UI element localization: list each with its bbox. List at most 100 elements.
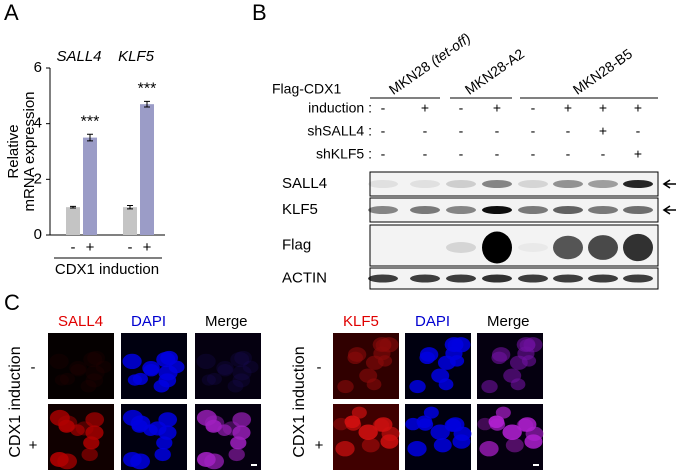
blot-label: Flag	[282, 236, 311, 253]
cell-line: MKN28-B5	[570, 45, 635, 98]
nucleus	[333, 417, 349, 431]
condition-sign: -	[531, 146, 536, 162]
condition-sign: -	[423, 123, 428, 139]
micrograph	[195, 333, 261, 399]
band	[410, 180, 440, 188]
condition-sign: -	[459, 146, 464, 162]
nucleus	[345, 418, 362, 431]
panel-label: B	[252, 0, 267, 25]
nucleus	[372, 337, 392, 353]
nucleus	[505, 438, 524, 453]
nucleus	[479, 441, 499, 457]
group-label: SALL4	[56, 48, 101, 65]
nucleus	[423, 406, 439, 419]
error-bar	[70, 205, 76, 209]
significance: ***	[138, 81, 157, 98]
band	[368, 274, 398, 283]
y-tick-label: 4	[34, 115, 42, 132]
arrow	[662, 179, 676, 189]
micrograph	[48, 333, 114, 399]
band	[368, 180, 398, 188]
band	[482, 180, 512, 188]
y-axis-label: Relative	[5, 124, 22, 178]
arrow	[662, 205, 676, 215]
image-header: DAPI	[415, 313, 450, 330]
blot-label: KLF5	[282, 201, 318, 218]
condition-sign: -	[381, 146, 386, 162]
nucleus	[156, 351, 176, 368]
nucleus	[85, 365, 105, 381]
condition-sign: -	[495, 123, 500, 139]
nucleus	[437, 355, 456, 370]
nucleus	[154, 447, 171, 462]
cell-line-name: MKN28	[386, 57, 434, 97]
cell-line: MKN28-A2	[462, 45, 527, 98]
cell-line-note: (tet-off)	[427, 29, 473, 68]
nucleus	[433, 438, 452, 453]
nucleus	[444, 337, 464, 353]
nucleus	[228, 447, 245, 462]
nucleus	[230, 436, 247, 450]
condition-sign: -	[636, 123, 641, 139]
band	[588, 206, 618, 214]
nucleus	[232, 373, 251, 388]
nucleus	[232, 365, 252, 381]
band	[623, 180, 653, 188]
nucleus	[417, 418, 434, 431]
band	[588, 180, 618, 188]
band	[518, 243, 548, 252]
nucleus	[365, 355, 384, 370]
condition-sign: +	[634, 100, 642, 116]
nucleus	[374, 417, 393, 432]
band	[518, 274, 548, 283]
nucleus	[503, 368, 522, 383]
condition-title: Flag-CDX1	[272, 81, 341, 97]
condition-sign: -	[566, 123, 571, 139]
condition-sign: -	[459, 100, 464, 116]
nucleus	[518, 417, 537, 432]
nucleus	[83, 436, 100, 450]
condition-sign: -	[459, 123, 464, 139]
condition-sign: -	[531, 100, 536, 116]
nucleus	[495, 406, 511, 419]
nucleus	[405, 417, 421, 431]
condition-sign: +	[599, 100, 607, 116]
condition-sign: -	[601, 146, 606, 162]
nucleus	[509, 355, 528, 370]
image-header: SALL4	[58, 313, 103, 330]
nucleus	[204, 453, 224, 470]
cell-line-name: MKN28-A2	[462, 45, 527, 98]
condition-label: shSALL4 :	[307, 123, 372, 139]
band	[623, 206, 653, 214]
band	[410, 206, 440, 214]
nucleus	[446, 417, 465, 432]
bar	[83, 137, 97, 235]
blot-box	[369, 171, 659, 197]
image-header: Merge	[205, 313, 248, 330]
nucleus	[201, 374, 216, 386]
nucleus	[216, 361, 234, 376]
band	[553, 206, 583, 214]
nucleus	[49, 409, 70, 426]
condition-sign: -	[495, 146, 500, 162]
band	[482, 206, 512, 214]
condition-sign: +	[493, 100, 501, 116]
side-label: CDX1 induction	[7, 346, 24, 457]
band	[518, 180, 548, 188]
nucleus	[206, 372, 222, 386]
nucleus	[419, 351, 436, 365]
condition-sign: -	[531, 123, 536, 139]
nucleus	[230, 351, 250, 368]
bar	[140, 104, 154, 235]
blot-label: SALL4	[282, 175, 327, 192]
nucleus	[234, 350, 252, 366]
error-bar	[144, 100, 150, 108]
nucleus	[95, 360, 112, 374]
nucleus	[337, 380, 354, 394]
band	[553, 180, 583, 188]
nucleus	[57, 453, 77, 470]
nucleus	[430, 424, 450, 440]
nucleus	[217, 424, 232, 436]
condition-label: shKLF5 :	[316, 146, 372, 162]
nucleus	[431, 368, 450, 383]
